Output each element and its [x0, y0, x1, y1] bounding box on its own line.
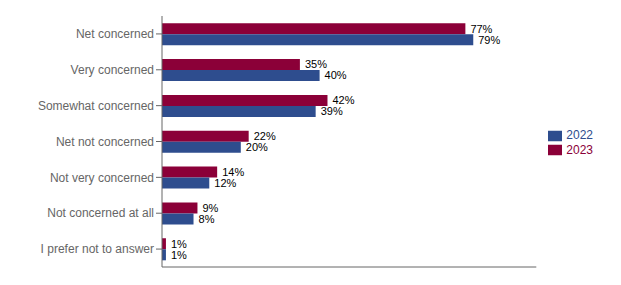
svg-text:I prefer not to answer: I prefer not to answer: [41, 242, 154, 256]
svg-text:22%: 22%: [253, 130, 276, 143]
svg-text:Net concerned: Net concerned: [76, 27, 154, 41]
svg-text:9%: 9%: [202, 201, 219, 214]
svg-text:Not concerned at all: Not concerned at all: [47, 206, 154, 220]
svg-text:1%: 1%: [171, 249, 187, 261]
svg-text:39%: 39%: [321, 105, 343, 117]
svg-text:1%: 1%: [170, 237, 187, 250]
html-text:2023: 2023: [566, 142, 593, 157]
svg-text:79%: 79%: [478, 34, 500, 46]
svg-text:14%: 14%: [222, 166, 245, 178]
svg-text:Not very concerned: Not very concerned: [50, 171, 154, 185]
svg-text:12%: 12%: [214, 177, 236, 189]
svg-text:Very concerned: Very concerned: [71, 63, 154, 77]
html-text:2022: 2022: [566, 127, 593, 142]
svg-text:Somewhat concerned: Somewhat concerned: [38, 99, 154, 113]
svg-text:20%: 20%: [246, 141, 268, 153]
svg-text:77%: 77%: [470, 22, 493, 35]
svg-text:35%: 35%: [304, 58, 327, 71]
svg-text:40%: 40%: [325, 69, 347, 81]
svg-text:Net not concerned: Net not concerned: [56, 135, 154, 149]
svg-text:42%: 42%: [332, 94, 355, 107]
svg-text:8%: 8%: [199, 213, 215, 225]
